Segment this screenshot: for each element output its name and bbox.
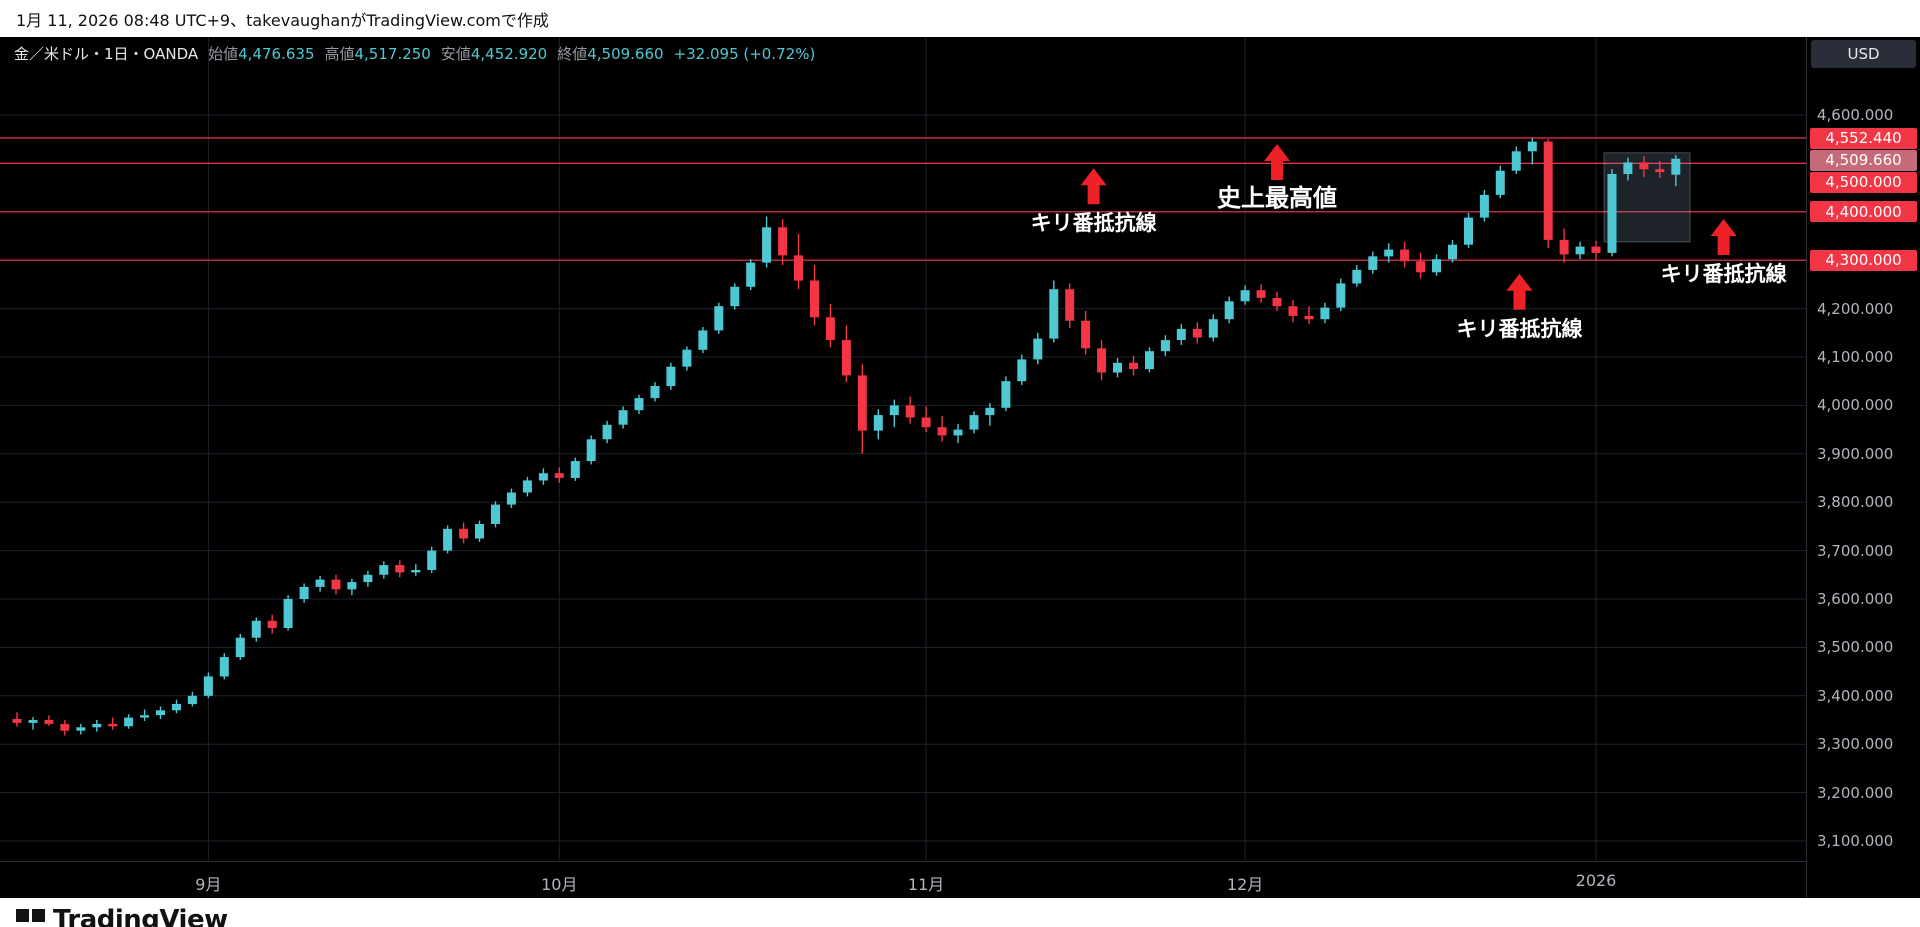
price-axis-label: 3,700.000	[1817, 541, 1894, 560]
price-axis-label: 3,600.000	[1817, 590, 1894, 608]
price-axis-label: 3,300.000	[1817, 735, 1894, 754]
price-axis[interactable]: USD 4,600.000 4,200.000 4,100.000 4,000.000…	[1806, 37, 1920, 898]
tradingview-logo-icon	[16, 905, 45, 922]
tradingview-logo-text: TradingView	[53, 905, 228, 927]
symbol-title: 金／米ドル・1日・OANDA	[14, 45, 199, 63]
symbol-info-bar: 金／米ドル・1日・OANDA 始値4,476.635 高値4,517.250 安…	[14, 43, 815, 64]
price-axis-label: 3,100.000	[1817, 832, 1894, 850]
price-axis-label: 4,100.000	[1817, 348, 1894, 366]
price-axis-label: 3,400.000	[1817, 686, 1894, 705]
price-axis-label: 4,000.000	[1817, 396, 1894, 415]
annotation-label: 史上最高値	[1217, 184, 1337, 212]
annotation-label: キリ番抵抗線	[1661, 262, 1787, 286]
attribution-text: 1月 11, 2026 08:48 UTC+9、takevaughanがTrad…	[16, 10, 549, 30]
time-axis-tick: 10月	[541, 875, 578, 894]
price-level-badge: 4,300.000	[1810, 249, 1917, 271]
up-arrow-icon	[1506, 273, 1533, 310]
current-price-badge: 4,509.660	[1810, 149, 1917, 171]
time-axis-tick: 2026	[1575, 871, 1617, 890]
attribution-bar: 1月 11, 2026 08:48 UTC+9、takevaughanがTrad…	[0, 0, 1920, 37]
ohlc-low: 安値4,452.920	[440, 45, 548, 63]
price-axis-label: 3,900.000	[1817, 444, 1894, 463]
price-axis-label: 3,500.000	[1817, 638, 1894, 657]
annotation-label: キリ番抵抗線	[1031, 211, 1157, 235]
up-arrow-icon	[1080, 168, 1107, 205]
price-change: +32.095 (+0.72%)	[673, 45, 816, 63]
time-axis[interactable]: 9月 10月 11月 12月 2026	[0, 861, 1806, 898]
price-axis-label: 3,800.000	[1817, 493, 1894, 512]
price-axis-label: 4,600.000	[1817, 106, 1894, 124]
annotation-label: キリ番抵抗線	[1456, 317, 1582, 341]
time-axis-tick: 12月	[1226, 875, 1264, 894]
time-axis-tick: 11月	[907, 875, 945, 894]
price-axis-label: 4,200.000	[1817, 299, 1894, 318]
chart-area: キリ番抵抗線 史上最高値 キリ番抵抗線 キリ番抵抗線 金／米ドル・1日・OANDA 始…	[0, 37, 1920, 898]
price-level-badge: 4,552.440	[1810, 127, 1917, 149]
ohlc-open: 始値4,476.635	[208, 45, 315, 63]
tradingview-logo[interactable]: TradingView	[16, 905, 228, 927]
ohlc-close: 終値4,509.660	[557, 45, 664, 63]
time-axis-tick: 9月	[195, 875, 222, 894]
price-axis-label: 3,200.000	[1817, 783, 1894, 802]
footer-bar: TradingView	[0, 898, 1920, 927]
up-arrow-icon	[1710, 219, 1737, 256]
up-arrow-icon	[1264, 144, 1291, 181]
currency-label: USD	[1811, 40, 1916, 68]
price-level-badge: 4,500.000	[1810, 171, 1917, 193]
price-level-badge: 4,400.000	[1810, 201, 1917, 223]
ohlc-high: 高値4,517.250	[324, 45, 431, 63]
